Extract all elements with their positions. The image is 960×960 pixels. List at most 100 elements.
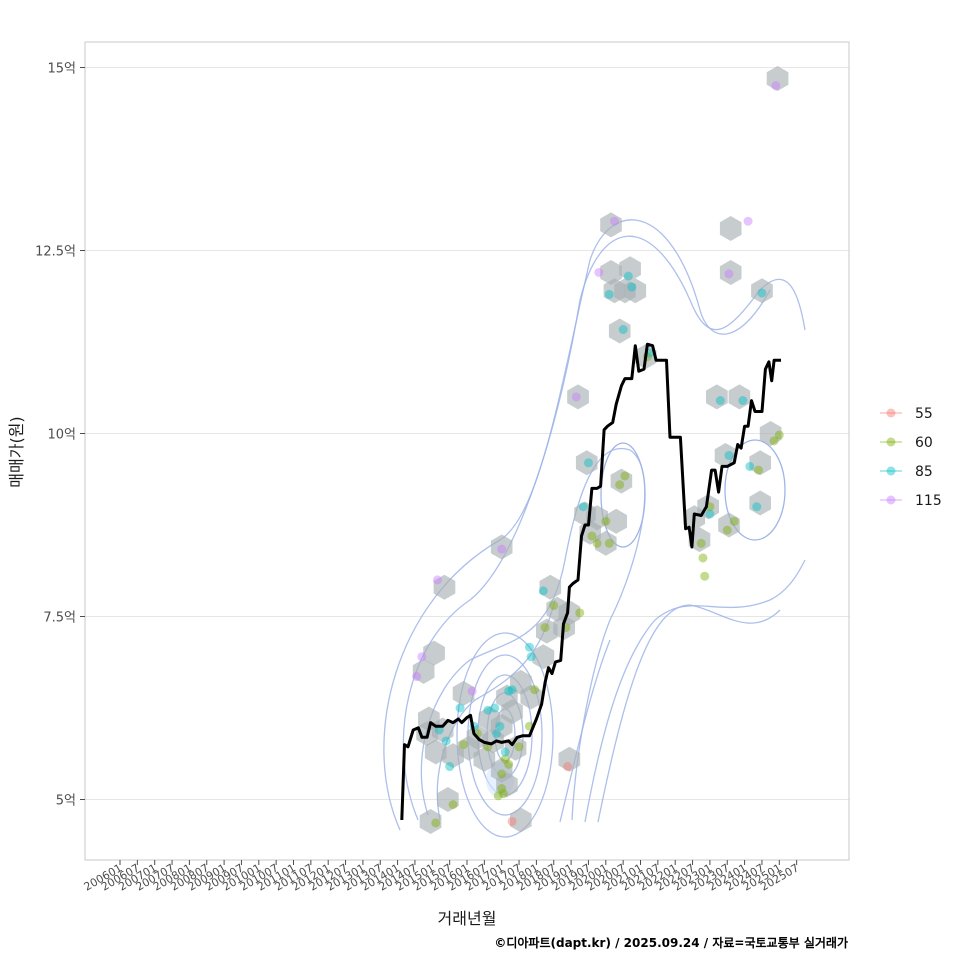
hexbin-cell: [605, 508, 627, 534]
scatter-point-60: [540, 622, 550, 632]
scatter-point-60: [774, 430, 784, 440]
scatter-point-60: [700, 571, 710, 581]
scatter-point-115: [594, 267, 604, 277]
hexbin-cell: [719, 216, 742, 241]
legend-key-point: [886, 437, 896, 447]
scatter-point-60: [620, 471, 630, 481]
scatter-point-85: [623, 271, 633, 281]
hexbin-cell: [749, 490, 771, 516]
x-axis-ticks: 2006012006072007012007072008012008072009…: [82, 860, 801, 894]
scatter-point-60: [497, 769, 507, 779]
density-contour: [456, 632, 554, 838]
density-contour: [436, 599, 556, 821]
scatter-point-60: [753, 465, 763, 475]
legend-key-point: [886, 466, 896, 476]
scatter-point-85: [604, 289, 614, 299]
hexbin-cell: [751, 278, 773, 304]
scatter-point-60: [448, 800, 458, 810]
scatter-point-85: [507, 685, 517, 695]
scatter-point-60: [592, 538, 602, 548]
hexbin-cell: [419, 809, 442, 834]
hexbin-cell: [510, 807, 532, 833]
hexbin-cell: [532, 644, 555, 670]
legend-label: 115: [915, 493, 942, 509]
scatter-point-85: [526, 652, 536, 662]
hexbin-cell: [728, 384, 751, 410]
legend-label: 60: [915, 435, 933, 451]
x-axis-title: 거래년월: [438, 909, 497, 928]
scatter-point-85: [757, 288, 767, 298]
scatter-point-115: [743, 216, 753, 226]
density-contour: [584, 559, 806, 823]
y-tick-label: 10억: [47, 428, 76, 443]
hexbin-cell: [496, 772, 518, 798]
scatter-point-60: [729, 516, 739, 526]
hexbin-cell: [718, 512, 740, 538]
hexbin-cell: [759, 421, 782, 446]
y-axis-ticks: 5억 7.5억 10억 12.5억 15억: [35, 62, 85, 809]
density-contour: [559, 639, 611, 823]
hexbin-cell: [595, 530, 617, 556]
hexbin-cell: [536, 618, 558, 644]
hexbin-cell: [412, 658, 435, 684]
legend-key-point: [886, 495, 896, 505]
hexbin-cell: [431, 717, 454, 743]
hexbin-cell: [567, 384, 589, 410]
hexbin-cell: [575, 450, 598, 476]
scatter-point-55: [507, 816, 517, 826]
hexbin-cell: [473, 746, 496, 772]
median-line-layer: [400, 342, 781, 821]
scatter-point-85: [491, 729, 501, 739]
density-contour: [724, 439, 786, 541]
scatter-point-85: [724, 450, 734, 460]
scatter-point-60: [431, 818, 441, 828]
scatter-point-85: [441, 736, 451, 746]
scatter-layer: [412, 81, 784, 828]
scatter-point-85: [538, 586, 548, 596]
scatter-point-85: [745, 461, 755, 471]
scatter-point-60: [549, 601, 559, 611]
scatter-point-115: [609, 216, 619, 226]
hexbin-cell: [624, 278, 647, 304]
legend: 55 60 85 115: [880, 406, 942, 509]
hexbin-cell: [520, 684, 542, 710]
hexbin-cell: [433, 574, 456, 600]
scatter-point-85: [524, 642, 534, 652]
scatter-point-60: [587, 531, 597, 541]
hexbin-cell: [619, 256, 641, 282]
legend-label: 55: [915, 406, 933, 422]
legend-key-point: [886, 408, 896, 418]
scatter-point-60: [500, 754, 510, 764]
scatter-point-85: [627, 282, 637, 292]
hexbin-cell: [714, 443, 737, 468]
hexbin-cell: [501, 699, 523, 725]
scatter-point-60: [575, 608, 585, 618]
scatter-point-85: [705, 509, 715, 519]
scatter-point-85: [583, 458, 593, 468]
scatter-point-60: [698, 553, 708, 563]
caption: ©디아파트(dapt.kr) / 2025.09.24 / 자료=국토교통부 실…: [494, 935, 848, 950]
hexbin-cell: [539, 574, 562, 600]
y-tick-label: 7.5억: [43, 611, 76, 626]
density-contour: [597, 604, 781, 823]
scatter-point-115: [433, 575, 443, 585]
scatter-point-85: [738, 396, 748, 406]
median-price-line: [400, 342, 781, 821]
y-tick-label: 15억: [47, 62, 76, 77]
hexbin-cell: [586, 505, 608, 531]
scatter-point-85: [490, 703, 500, 713]
scatter-point-60: [504, 759, 514, 769]
scatter-point-60: [722, 525, 732, 535]
legend-label: 85: [915, 464, 933, 480]
scatter-point-85: [578, 502, 588, 512]
scatter-point-60: [459, 740, 469, 750]
y-tick-label: 12.5억: [35, 245, 76, 260]
hexbin-cell: [490, 534, 513, 560]
scatter-point-85: [504, 686, 514, 696]
scatter-point-85: [618, 325, 628, 335]
hexbin-cell: [608, 318, 631, 344]
y-axis-title: 매매가(원): [7, 416, 26, 487]
scatter-point-55: [563, 762, 573, 772]
scatter-point-115: [571, 392, 581, 402]
scatter-point-85: [483, 705, 493, 715]
